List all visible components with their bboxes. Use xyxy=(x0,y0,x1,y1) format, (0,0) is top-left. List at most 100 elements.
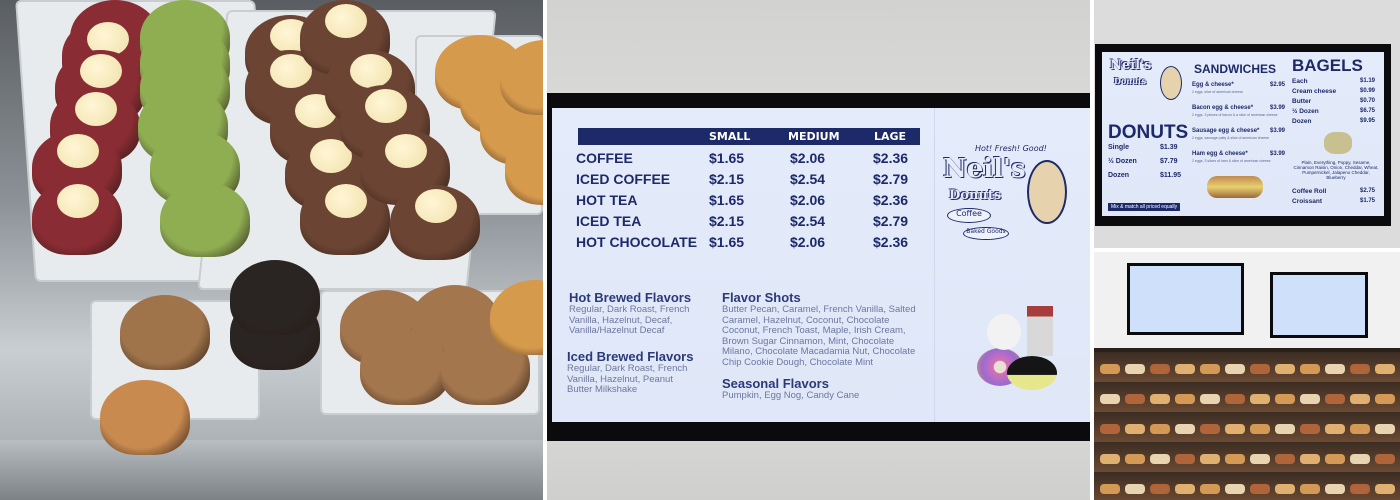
iced-brewed-title: Iced Brewed Flavors xyxy=(567,349,694,364)
bagel-item-price: $0.99 xyxy=(1360,88,1376,94)
sandwich-name: Ham egg & cheese* xyxy=(1192,151,1248,157)
pastry xyxy=(1350,484,1370,494)
donut-item-price: $1.39 xyxy=(1160,144,1178,151)
pastry xyxy=(1175,424,1195,434)
pastry xyxy=(1175,364,1195,374)
column-medium: MEDIUM xyxy=(788,130,840,143)
drink-price: $2.79 xyxy=(873,171,909,187)
pastry xyxy=(1100,484,1120,494)
bagel-item-name: Each xyxy=(1292,78,1308,85)
donut-item-name: ½ Dozen xyxy=(1108,158,1137,165)
size-header-bar xyxy=(578,128,920,145)
drink-price: $2.15 xyxy=(709,213,745,229)
sandwich-photo xyxy=(1207,176,1263,198)
extra-item-name: Coffee Roll xyxy=(1292,188,1327,195)
pastry xyxy=(1150,394,1170,404)
muffin xyxy=(120,295,210,370)
donut-item-price: $11.95 xyxy=(1160,172,1182,179)
bagel-item-name: Dozen xyxy=(1292,118,1312,125)
pastry xyxy=(1375,484,1395,494)
drink-name: HOT CHOCOLATE xyxy=(576,234,698,250)
pastry xyxy=(1225,484,1245,494)
drink-price: $2.15 xyxy=(709,171,745,187)
coffee-badge: Coffee xyxy=(947,208,991,223)
column-small: SMALL xyxy=(709,130,751,143)
pastry xyxy=(1350,364,1370,374)
donut-mascot-icon xyxy=(1160,66,1182,100)
pastry xyxy=(1100,394,1120,404)
pastry xyxy=(1100,454,1120,464)
extra-item-price: $2.75 xyxy=(1360,188,1376,194)
flavor-shots-text: Butter Pecan, Caramel, French Vanilla, S… xyxy=(722,304,916,368)
pastry xyxy=(1125,394,1145,404)
pastry xyxy=(1125,454,1145,464)
pastry xyxy=(1375,394,1395,404)
pastry xyxy=(1200,454,1220,464)
muffin xyxy=(360,330,450,405)
muffin xyxy=(160,182,250,257)
sandwich-name: Egg & cheese* xyxy=(1192,82,1234,88)
shelf-row xyxy=(1094,412,1400,442)
pastry xyxy=(1125,364,1145,374)
pastry xyxy=(1100,364,1120,374)
muffin xyxy=(230,260,320,335)
baked-goods-badge: Baked Goods xyxy=(963,227,1009,240)
pastry xyxy=(1325,424,1345,434)
pastry xyxy=(1225,424,1245,434)
drink-menu-board: SMALL MEDIUM LAGE COFFEE $1.65 $2.06 $2.36 I… xyxy=(552,108,1090,422)
pastry xyxy=(1300,394,1320,404)
frosting-swirl xyxy=(415,189,457,223)
pastry xyxy=(1150,484,1170,494)
bagel-item-name: Cream cheese xyxy=(1292,88,1337,95)
pastry xyxy=(1325,364,1345,374)
bagel-photo xyxy=(1324,132,1352,154)
pastry xyxy=(1150,364,1170,374)
frosting-swirl xyxy=(350,54,392,88)
pastry xyxy=(1200,364,1220,374)
drink-price: $2.06 xyxy=(790,192,826,208)
pastry xyxy=(1150,424,1170,434)
bagels-title: BAGELS xyxy=(1292,56,1363,75)
frosting-swirl xyxy=(325,4,367,38)
drink-price: $2.79 xyxy=(873,213,909,229)
sandwich-price: $3.99 xyxy=(1270,128,1286,134)
hot-brewed-title: Hot Brewed Flavors xyxy=(569,290,692,305)
pastry xyxy=(1200,424,1220,434)
drink-name: ICED COFFEE xyxy=(576,171,671,187)
seasonal-title: Seasonal Flavors xyxy=(722,376,829,391)
pastry xyxy=(1350,424,1370,434)
menu-row: HOT TEA $1.65 $2.06 $2.36 xyxy=(576,192,916,212)
pastry xyxy=(1250,394,1270,404)
drink-name: ICED TEA xyxy=(576,213,642,229)
donut-item-name: Single xyxy=(1108,144,1130,151)
drink-price: $2.54 xyxy=(790,213,826,229)
drink-menu-photo: SMALL MEDIUM LAGE COFFEE $1.65 $2.06 $2.36 I… xyxy=(547,0,1090,500)
sandwich-price: $2.95 xyxy=(1270,82,1286,88)
sandwich-desc: 2 eggs, 3 slices of ham & slice of ameri… xyxy=(1192,159,1271,163)
bakery-display-case-photo xyxy=(0,0,543,500)
drink-price: $2.06 xyxy=(790,234,826,250)
pastry xyxy=(1325,484,1345,494)
sandwiches-title: SANDWICHES xyxy=(1194,62,1277,76)
flavor-shots-title: Flavor Shots xyxy=(722,290,801,305)
drink-name: HOT TEA xyxy=(576,192,638,208)
donuts-note: Mix & match all priced equally xyxy=(1108,203,1181,211)
frosting-swirl xyxy=(365,89,407,123)
pastry xyxy=(1275,454,1295,464)
drink-price: $1.65 xyxy=(709,192,745,208)
drink-price: $2.36 xyxy=(873,234,909,250)
frosting-swirl xyxy=(385,134,427,168)
shelf-row xyxy=(1094,442,1400,472)
extra-item-price: $1.75 xyxy=(1360,198,1376,204)
pastry xyxy=(1225,454,1245,464)
bagel-item-name: Butter xyxy=(1292,98,1312,105)
drink-price: $2.36 xyxy=(873,192,909,208)
pastry xyxy=(1225,394,1245,404)
pastry xyxy=(1275,484,1295,494)
pastry xyxy=(1350,454,1370,464)
pastry xyxy=(1300,484,1320,494)
donut-item-price: $7.79 xyxy=(1160,158,1178,165)
brand-logo: Neil's xyxy=(1110,58,1152,73)
donuts-title: DONUTS xyxy=(1108,122,1189,143)
pastry xyxy=(1250,484,1270,494)
